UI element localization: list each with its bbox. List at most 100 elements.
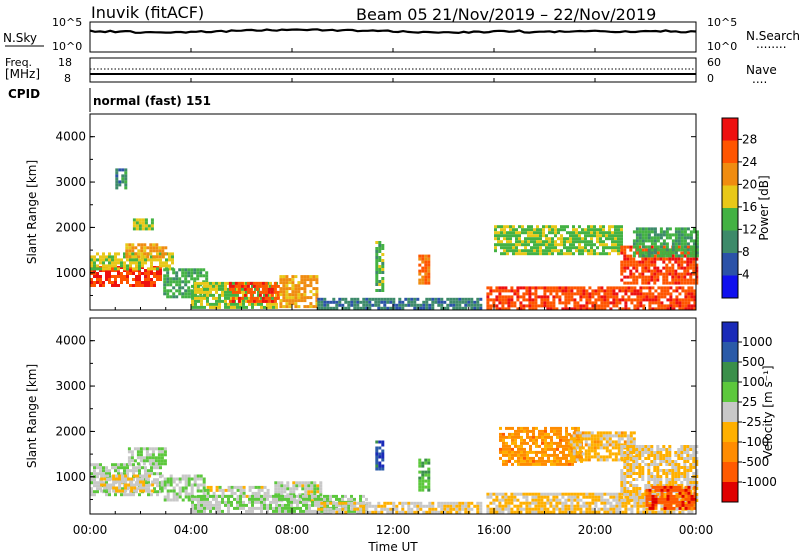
data-cell xyxy=(144,278,147,281)
data-cell xyxy=(514,441,517,445)
data-cell xyxy=(588,501,592,505)
data-cell xyxy=(533,234,536,238)
data-cell xyxy=(326,494,329,498)
data-cell xyxy=(680,278,684,282)
data-cell xyxy=(689,278,693,282)
data-cell xyxy=(597,292,601,296)
data-cell xyxy=(576,307,580,311)
data-cell xyxy=(582,304,586,308)
data-cell xyxy=(520,444,523,448)
data-cell xyxy=(647,481,651,484)
data-cell xyxy=(564,501,568,505)
station-title: Inuvik (fitACF) xyxy=(91,3,204,22)
data-cell xyxy=(519,501,523,505)
data-cell xyxy=(669,292,673,296)
data-cell xyxy=(166,495,170,499)
data-cell xyxy=(184,477,188,481)
data-cell xyxy=(309,302,313,306)
data-cell xyxy=(650,272,654,276)
data-cell xyxy=(515,231,518,235)
data-cell xyxy=(531,292,535,296)
data-cell xyxy=(520,441,523,445)
data-cell xyxy=(569,246,572,250)
data-cell xyxy=(518,249,521,253)
data-cell xyxy=(565,459,568,463)
data-cell xyxy=(526,450,529,454)
data-cell xyxy=(506,240,509,244)
data-cell xyxy=(504,289,508,293)
data-cell xyxy=(108,475,111,479)
data-cell xyxy=(686,233,690,237)
data-cell xyxy=(556,435,559,439)
data-cell xyxy=(524,237,527,241)
data-cell xyxy=(508,447,511,451)
data-cell xyxy=(662,469,666,472)
data-cell xyxy=(626,475,630,478)
data-cell xyxy=(641,242,645,246)
data-cell xyxy=(638,490,642,493)
data-cell xyxy=(548,228,551,232)
data-cell xyxy=(479,510,483,514)
data-cell xyxy=(117,472,120,476)
data-cell xyxy=(578,458,582,462)
data-cell xyxy=(677,242,681,246)
data-cell xyxy=(143,252,147,256)
data-cell xyxy=(307,487,311,491)
data-cell xyxy=(136,474,140,478)
data-cell xyxy=(554,246,557,250)
data-cell xyxy=(133,447,137,451)
data-cell xyxy=(282,275,286,279)
data-cell xyxy=(653,257,657,261)
data-cell xyxy=(381,280,385,283)
data-cell xyxy=(421,260,425,264)
data-cell xyxy=(558,286,562,290)
data-cell xyxy=(197,287,200,291)
data-cell xyxy=(313,481,317,485)
data-cell xyxy=(242,503,245,507)
data-cell xyxy=(194,302,197,306)
data-cell xyxy=(678,510,682,514)
data-cell xyxy=(647,266,651,270)
data-cell xyxy=(671,257,675,261)
data-cell xyxy=(656,451,660,454)
data-cell xyxy=(145,459,149,463)
data-cell xyxy=(151,456,155,460)
data-cell xyxy=(498,492,502,496)
data-cell xyxy=(283,484,287,488)
data-cell xyxy=(593,252,596,256)
data-cell xyxy=(90,493,93,497)
data-cell xyxy=(573,507,577,511)
data-cell xyxy=(584,243,587,247)
data-cell xyxy=(315,275,319,279)
data-cell xyxy=(200,299,203,303)
data-cell xyxy=(680,475,684,478)
data-cell xyxy=(194,506,197,510)
data-cell xyxy=(651,292,655,296)
data-cell xyxy=(151,453,155,457)
data-cell xyxy=(293,500,296,504)
data-cell xyxy=(500,252,503,256)
data-cell xyxy=(165,261,168,265)
data-cell xyxy=(683,448,687,451)
data-cell xyxy=(398,510,402,514)
data-cell xyxy=(522,298,526,302)
data-cell xyxy=(683,272,687,276)
data-cell xyxy=(100,477,104,481)
data-cell xyxy=(231,299,235,303)
data-cell xyxy=(565,453,568,457)
data-cell xyxy=(581,431,585,435)
data-cell xyxy=(428,510,432,514)
data-cell xyxy=(657,497,661,501)
data-cell xyxy=(591,301,595,305)
data-cell xyxy=(99,275,102,278)
data-cell xyxy=(479,303,483,307)
data-cell xyxy=(136,483,140,487)
data-cell xyxy=(545,225,548,229)
data-cell xyxy=(136,480,140,484)
data-cell xyxy=(172,492,176,496)
data-cell xyxy=(578,225,581,229)
data-cell xyxy=(187,480,191,484)
data-cell xyxy=(479,297,483,301)
data-cell xyxy=(281,509,284,513)
data-cell xyxy=(105,493,108,497)
